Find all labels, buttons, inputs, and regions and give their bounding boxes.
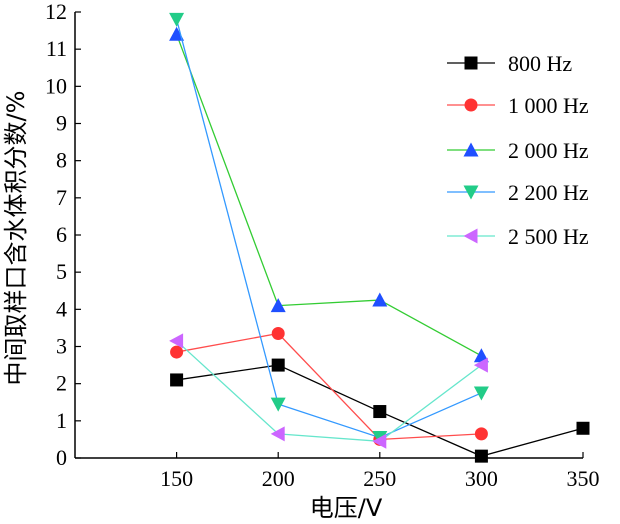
y-tick-label: 1 <box>56 408 67 433</box>
y-tick-label: 2 <box>56 371 67 396</box>
legend: 800 Hz 1 000 Hz 2 000 Hz 2 200 Hz 2 500 Hz <box>447 51 589 249</box>
legend-marker <box>463 142 479 157</box>
legend-label: 2 200 Hz <box>508 180 589 205</box>
x-tick-label: 200 <box>262 466 295 491</box>
data-point <box>473 357 488 373</box>
y-tick-label: 6 <box>56 222 67 247</box>
legend-label: 2 000 Hz <box>508 138 589 163</box>
legend-marker <box>463 185 479 200</box>
data-point <box>373 405 387 419</box>
legend-item: 800 Hz <box>447 51 572 76</box>
series-layer <box>169 12 590 463</box>
data-point <box>270 298 286 313</box>
y-tick-label: 8 <box>56 148 67 173</box>
series-line <box>176 340 482 442</box>
legend-marker <box>464 56 478 70</box>
legend-item: 2 500 Hz <box>447 224 589 249</box>
x-tick-label: 350 <box>567 466 600 491</box>
data-point <box>169 333 184 349</box>
series-3 <box>169 12 489 446</box>
series-0 <box>170 358 590 463</box>
data-point <box>270 426 285 442</box>
x-tick-label: 150 <box>160 466 193 491</box>
data-point <box>576 421 590 435</box>
legend-item: 2 000 Hz <box>447 138 589 163</box>
data-point <box>372 433 387 449</box>
y-tick-label: 10 <box>45 73 67 98</box>
series-4 <box>169 333 488 449</box>
legend-item: 1 000 Hz <box>447 93 589 118</box>
legend-marker <box>464 98 478 112</box>
y-tick-label: 7 <box>56 185 67 210</box>
y-axis-title: 中间取样口含水体积分数/% <box>2 91 30 386</box>
series-2 <box>169 26 489 363</box>
data-point <box>271 326 285 340</box>
legend-label: 800 Hz <box>508 51 572 76</box>
y-tick-label: 12 <box>45 0 67 24</box>
data-point <box>169 26 185 41</box>
data-point <box>271 358 285 372</box>
series-line <box>175 19 482 439</box>
series-line <box>176 332 482 441</box>
y-tick-label: 9 <box>56 111 67 136</box>
data-point <box>474 427 488 441</box>
data-point <box>473 386 489 401</box>
y-tick-label: 4 <box>56 296 67 321</box>
series-1 <box>170 326 488 446</box>
data-point <box>170 345 184 359</box>
y-tick-label: 0 <box>56 445 67 470</box>
y-tick-label: 5 <box>56 259 67 284</box>
legend-marker <box>463 228 478 244</box>
x-tick-label: 250 <box>363 466 396 491</box>
data-point <box>169 12 185 27</box>
data-point <box>170 373 184 387</box>
data-point <box>270 397 286 412</box>
data-point <box>473 348 489 363</box>
x-tick-label: 300 <box>465 466 498 491</box>
data-point <box>372 292 388 307</box>
legend-item: 2 200 Hz <box>447 180 589 205</box>
legend-label: 2 500 Hz <box>508 224 589 249</box>
series-line <box>175 34 482 357</box>
data-point <box>474 449 488 463</box>
legend-label: 1 000 Hz <box>508 93 589 118</box>
y-tick-label: 11 <box>46 36 67 61</box>
y-tick-label: 3 <box>56 334 67 359</box>
x-axis-title: 电压/V <box>310 494 383 522</box>
